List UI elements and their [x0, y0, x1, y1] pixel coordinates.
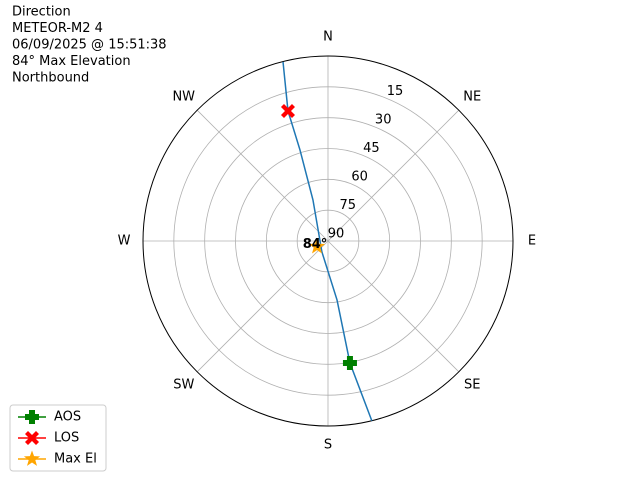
legend: AOS LOS Max El: [9, 404, 107, 472]
marker-plus: [342, 355, 357, 370]
title-line: Direction: [12, 5, 71, 20]
theta-tick-label: NW: [172, 89, 195, 104]
marker-star: [308, 238, 326, 254]
grid-spoke: [327, 240, 460, 373]
legend-label: Max El: [54, 452, 97, 467]
r-tick-label: 45: [363, 141, 380, 156]
legend-marker: [25, 431, 39, 445]
theta-tick-label: SE: [464, 378, 480, 393]
legend-marker: [25, 410, 39, 424]
grid-spoke: [327, 109, 460, 242]
value-label: 84°: [303, 237, 328, 252]
trajectory: [282, 61, 373, 422]
grid-spoke: [196, 240, 329, 373]
grid-spoke: [196, 109, 329, 242]
marker-x: [280, 103, 295, 118]
theta-tick-label: N: [323, 30, 333, 45]
polar-frame: [142, 55, 514, 427]
title-line: 06/09/2025 @ 15:51:38: [12, 38, 167, 53]
title-line: Northbound: [12, 71, 89, 86]
title-line: 84° Max Elevation: [12, 54, 131, 69]
r-tick-label: 75: [340, 198, 357, 213]
r-tick-label: 15: [387, 84, 404, 99]
title-line: METEOR-M2 4: [12, 21, 103, 36]
theta-tick-label: W: [118, 234, 131, 249]
r-tick-label: 60: [351, 170, 368, 185]
theta-tick-label: NE: [463, 89, 481, 104]
r-tick-label: 30: [375, 113, 392, 128]
theta-tick-label: E: [528, 234, 536, 249]
theta-tick-label: S: [324, 438, 332, 453]
theta-tick-label: SW: [173, 378, 194, 393]
legend-label: AOS: [54, 410, 81, 425]
r-tick-label: 90: [328, 227, 345, 242]
legend-label: LOS: [54, 431, 79, 446]
legend-marker: [23, 450, 41, 466]
